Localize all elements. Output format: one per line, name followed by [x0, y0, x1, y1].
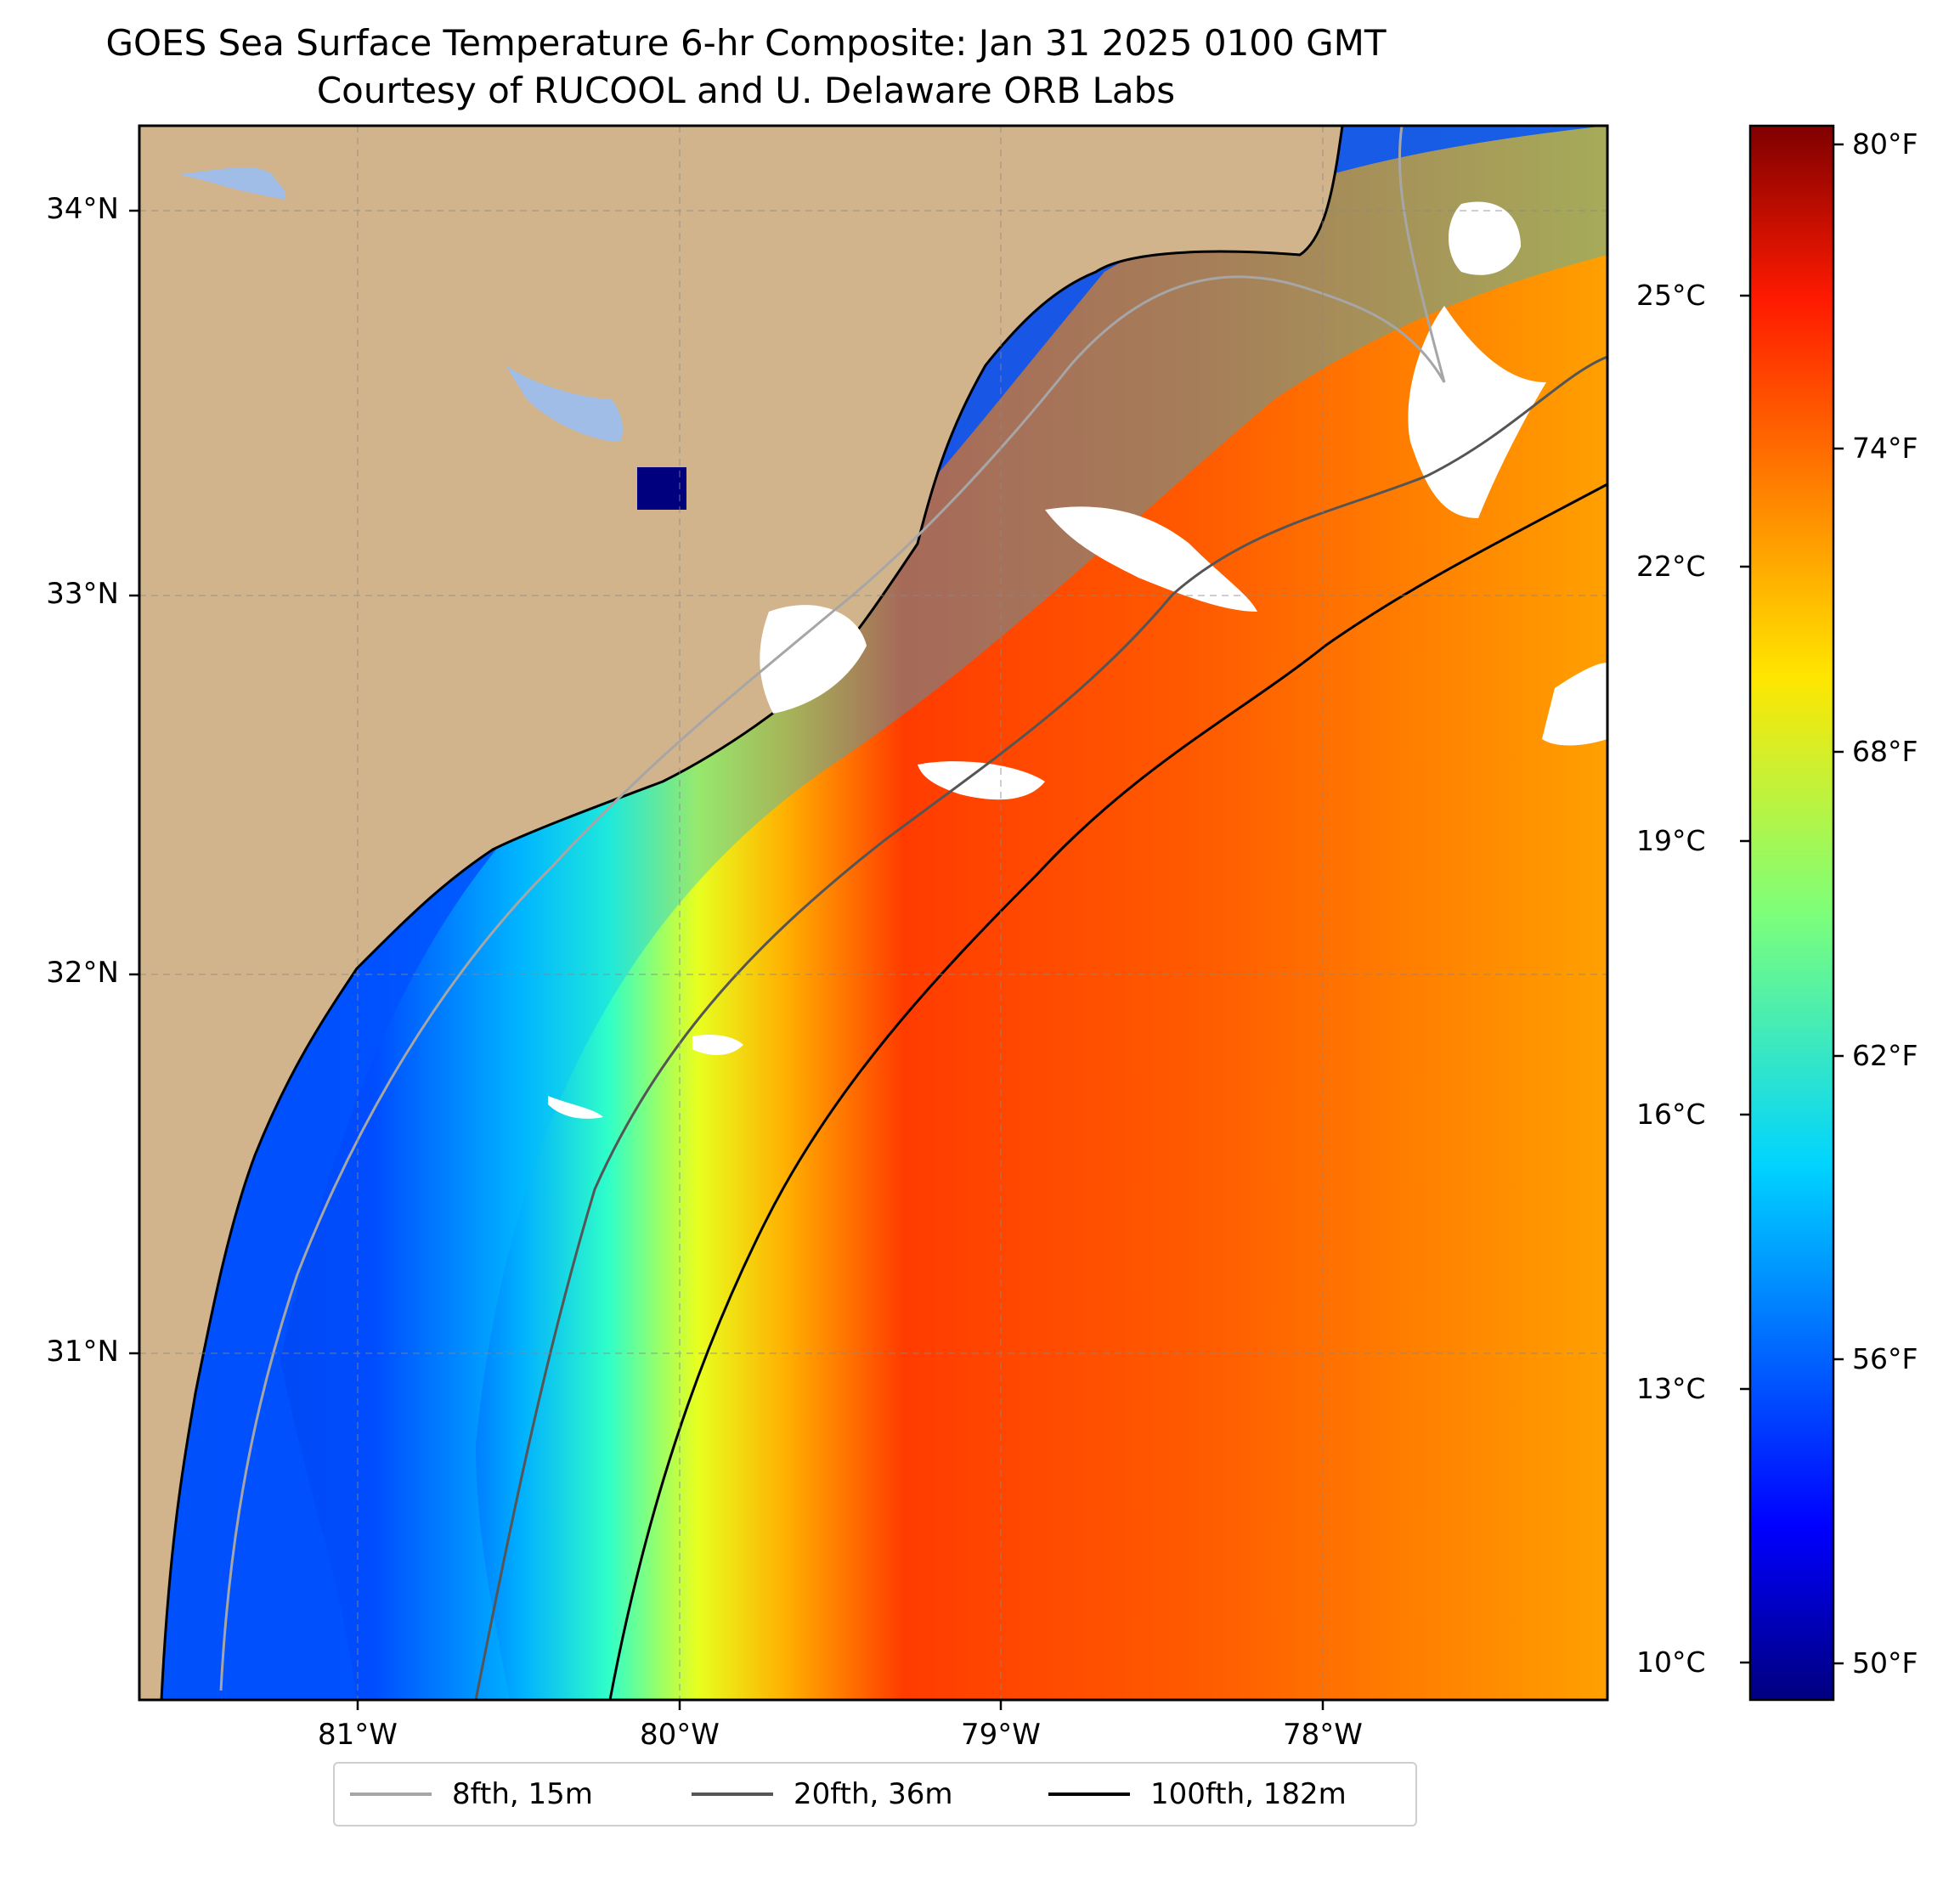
- isobath-legend: 8fth, 15m 20fth, 36m 100fth, 182m: [333, 1762, 1417, 1826]
- cloud-mask: [1045, 506, 1257, 612]
- map-frame: [138, 124, 1609, 1702]
- colorbar-ticks: [1740, 143, 1844, 1665]
- lake-marion: [178, 167, 286, 200]
- colorbar-label-19c: 19°C: [1636, 824, 1706, 857]
- isobath-20fth: [474, 355, 1607, 1700]
- legend-swatch-8fth: [350, 1792, 432, 1796]
- cloud-mask: [548, 1096, 603, 1119]
- colorbar-label-13c: 13°C: [1636, 1372, 1706, 1405]
- lat-label-34n: 34°N: [46, 192, 119, 226]
- legend-label-100fth: 100fth, 182m: [1150, 1777, 1347, 1811]
- colorbar: [1748, 124, 1835, 1702]
- colorbar-label-56f: 56°F: [1852, 1342, 1918, 1375]
- isobath-100fth: [608, 483, 1607, 1700]
- map-title: GOES Sea Surface Temperature 6-hr Compos…: [105, 22, 1387, 64]
- colorbar-label-74f: 74°F: [1852, 432, 1918, 465]
- legend-label-8fth: 8fth, 15m: [452, 1777, 593, 1811]
- cloud-mask: [1408, 306, 1546, 518]
- colorbar-label-80f: 80°F: [1852, 127, 1918, 161]
- axis-ticks: [129, 209, 1325, 1710]
- map-gridlines: [139, 126, 1607, 1700]
- cloud-mask: [760, 605, 867, 714]
- map-subtitle: Courtesy of RUCOOL and U. Delaware ORB L…: [316, 70, 1176, 111]
- colorbar-label-22c: 22°C: [1636, 550, 1706, 583]
- cloud-mask: [1449, 201, 1521, 275]
- lon-label-79w: 79°W: [961, 1718, 1041, 1752]
- colorbar-label-62f: 62°F: [1852, 1039, 1918, 1072]
- colorbar-label-10c: 10°C: [1636, 1646, 1706, 1679]
- lake-moultrie: [506, 365, 623, 442]
- land-mass: [139, 126, 1344, 1700]
- cloud-mask: [918, 761, 1045, 800]
- legend-item-20fth: 20fth, 36m: [692, 1764, 953, 1825]
- colorbar-label-25c: 25°C: [1636, 279, 1706, 312]
- lon-label-78w: 78°W: [1283, 1718, 1363, 1752]
- legend-item-100fth: 100fth, 182m: [1048, 1764, 1347, 1825]
- cloud-mask: [692, 1035, 743, 1055]
- legend-swatch-20fth: [692, 1792, 773, 1796]
- legend-item-8fth: 8fth, 15m: [350, 1764, 593, 1825]
- lat-label-33n: 33°N: [46, 577, 119, 611]
- legend-swatch-100fth: [1048, 1792, 1130, 1796]
- lat-label-32n: 32°N: [46, 956, 119, 990]
- lon-label-80w: 80°W: [640, 1718, 720, 1752]
- colorbar-label-16c: 16°C: [1636, 1098, 1706, 1131]
- colorbar-label-68f: 68°F: [1852, 735, 1918, 768]
- legend-label-20fth: 20fth, 36m: [794, 1777, 953, 1811]
- cold-inland-pixel: [637, 467, 686, 510]
- lon-label-81w: 81°W: [318, 1718, 398, 1752]
- isobath-8fth: [219, 126, 1446, 1691]
- colorbar-label-50f: 50°F: [1852, 1646, 1918, 1680]
- cloud-mask: [1542, 663, 1607, 746]
- map-area: [139, 126, 1607, 1700]
- lat-label-31n: 31°N: [46, 1335, 119, 1369]
